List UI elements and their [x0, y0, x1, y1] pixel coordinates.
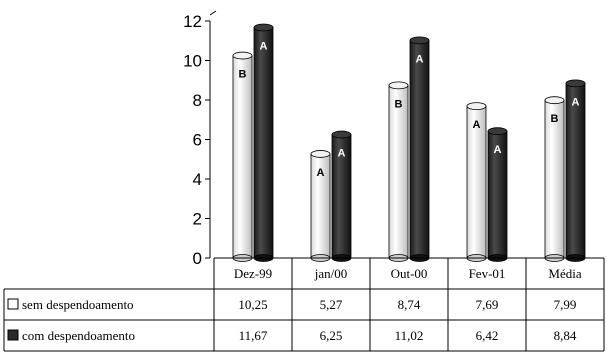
bar-letter-label: A: [416, 53, 424, 65]
bar-top: [331, 130, 352, 139]
legend-swatch: [7, 329, 19, 341]
bar-top: [544, 96, 565, 105]
y-tick-label: 4: [193, 170, 202, 189]
table-cell-value: 6,42: [476, 328, 499, 343]
bar-top: [409, 36, 430, 45]
bar-top: [232, 51, 253, 60]
bar-sem-1: A: [310, 150, 331, 262]
table-cell-value: 5,27: [320, 297, 343, 312]
x-tick-label: Dez-99: [234, 266, 272, 281]
table-cell-value: 7,99: [554, 297, 577, 312]
bar-letter-label: B: [551, 113, 559, 125]
y-tick-label: 6: [193, 131, 202, 150]
y-tick-label: 8: [193, 91, 202, 110]
bar-sem-2: B: [388, 81, 409, 262]
bar-letter-label: A: [317, 167, 325, 179]
table-cell-value: 8,84: [554, 328, 577, 343]
bar-body: [388, 84, 409, 259]
bar-body: [253, 27, 274, 259]
bar-letter-label: A: [338, 148, 346, 160]
bar-com-3: A: [487, 127, 508, 262]
bars-layer: B A A A B A A A B A: [232, 23, 586, 262]
bar-sem-0: B: [232, 51, 253, 262]
table-cell-value: 6,25: [320, 328, 343, 343]
y-tick-label: 12: [183, 12, 202, 31]
bar-top: [487, 127, 508, 136]
x-tick-label: Média: [548, 266, 581, 281]
y-tick-label: 10: [183, 52, 202, 71]
bar-com-0: A: [253, 23, 274, 262]
table-cell-value: 8,74: [398, 297, 421, 312]
axis-layer: 0 2 4 6 8 10 12: [183, 10, 217, 268]
bar-sem-3: A: [466, 102, 487, 262]
bar-letter-label: B: [395, 98, 403, 110]
legend-label: sem despendoamento: [22, 297, 134, 312]
bar-letter-label: A: [473, 119, 481, 131]
bar-body: [565, 83, 586, 259]
x-tick-label: Out-00: [391, 266, 428, 281]
table-cell-value: 11,02: [395, 328, 424, 343]
y-tick-label: 2: [193, 210, 202, 229]
bar-sem-4: B: [544, 96, 565, 262]
bar-top: [565, 79, 586, 88]
table-cell-value: 10,25: [238, 297, 267, 312]
bar-letter-label: A: [572, 96, 580, 108]
bar-letter-label: A: [260, 41, 268, 53]
data-table: Dez-99 jan/00 Out-00 Fev-01 Média sem despend…: [3, 257, 605, 352]
bar-com-2: A: [409, 36, 430, 262]
bar-body: [409, 39, 430, 259]
x-tick-label: jan/00: [314, 266, 348, 281]
y-tick-label: 0: [193, 249, 202, 268]
bar-letter-label: B: [239, 69, 247, 81]
legend-label: com despendoamento: [22, 328, 135, 343]
bar-com-1: A: [331, 130, 352, 262]
table-cell-value: 7,69: [476, 297, 499, 312]
bar-com-4: A: [565, 79, 586, 262]
bar-top: [253, 23, 274, 32]
bar-top: [310, 150, 331, 158]
bar-top: [388, 81, 409, 90]
bar-body: [232, 55, 253, 259]
bar-top: [466, 102, 487, 111]
table-cell-value: 11,67: [239, 328, 268, 343]
legend-swatch: [7, 298, 19, 310]
x-tick-label: Fev-01: [469, 266, 506, 281]
bar-letter-label: A: [494, 144, 502, 156]
axis-depth-line: [209, 10, 217, 16]
